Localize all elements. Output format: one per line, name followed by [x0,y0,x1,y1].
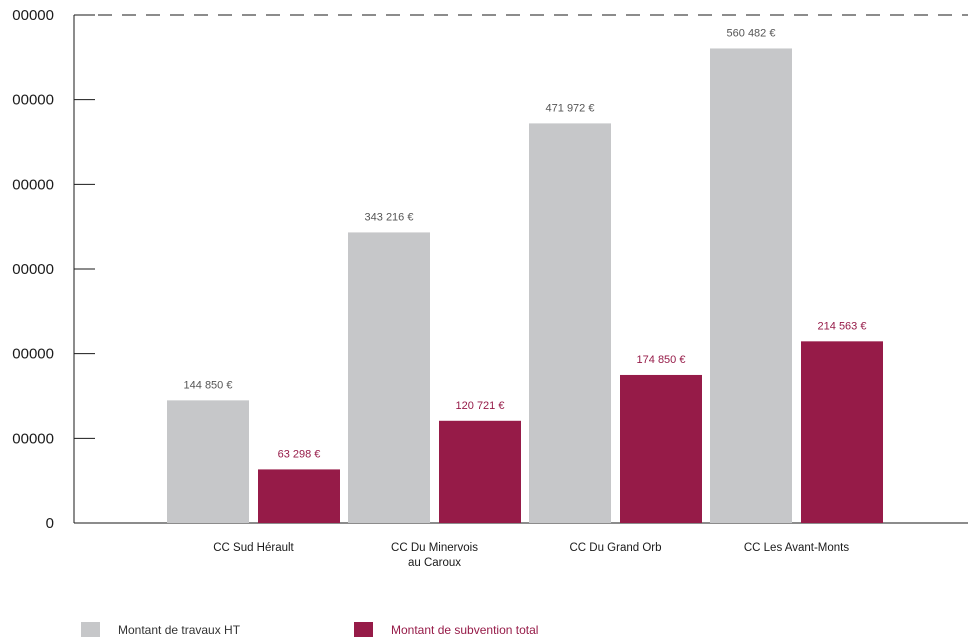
category-label: au Caroux [408,557,461,569]
bar-data-label: 560 482 € [727,27,776,39]
bar-travaux [710,48,792,524]
legend-item-travaux: Montant de travaux HT [81,622,240,637]
y-tick-label: 00000 [12,261,54,278]
bar-subvention [620,374,702,523]
legend-swatch-subvention [354,622,373,637]
category-label: CC Sud Hérault [213,542,294,554]
bar-travaux [167,400,249,523]
y-tick-label: 00000 [12,346,54,363]
bar-data-label: 471 972 € [546,102,595,114]
y-tick-label: 00000 [12,176,54,193]
bar-data-label: 63 298 € [278,448,321,460]
bar-data-label: 144 850 € [184,379,233,391]
legend-item-subvention: Montant de subvention total [354,622,538,637]
legend-label-travaux: Montant de travaux HT [118,622,241,637]
bar-travaux [529,123,611,524]
bar-data-label: 174 850 € [637,354,686,366]
bar-subvention [258,469,340,523]
y-tick-label: 0 [46,515,54,532]
y-tick-label: 00000 [12,92,54,109]
category-label: CC Du Minervois [391,542,478,554]
category-label: CC Les Avant-Monts [744,542,850,554]
y-tick-label: 00000 [12,430,54,447]
legend-label-subvention: Montant de subvention total [391,622,539,637]
category-label: CC Du Grand Orb [569,542,661,554]
bar-subvention [801,341,883,523]
legend-swatch-travaux [81,622,100,637]
bar-data-label: 343 216 € [365,211,414,223]
bar-data-label: 214 563 € [818,320,867,332]
y-tick-label: 00000 [12,7,54,24]
bar-travaux [348,232,430,523]
bar-data-label: 120 721 € [456,400,505,412]
bar-subvention [439,420,521,523]
bars-layer [167,48,883,524]
